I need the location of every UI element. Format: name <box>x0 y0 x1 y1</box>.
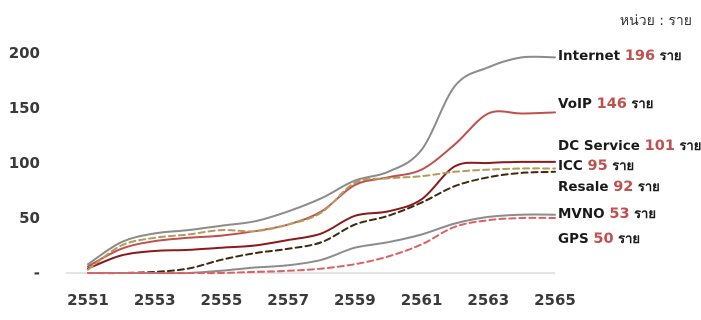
x-tick-label: 2561 <box>401 291 443 309</box>
x-tick-label: 2565 <box>534 291 576 309</box>
series-label-unit: ราย <box>614 232 640 247</box>
series-label-internet: Internet 196 ราย <box>558 48 682 64</box>
x-tick-label: 2563 <box>467 291 509 309</box>
series-label-mvno: MVNO 53 ราย <box>558 206 656 222</box>
series-line-internet <box>87 55 556 266</box>
series-label-value: 92 <box>613 179 633 195</box>
x-tick-label: 2553 <box>134 291 176 309</box>
series-label-resale: Resale 92 ราย <box>558 179 660 195</box>
series-line-icc <box>87 167 556 271</box>
series-group <box>87 55 556 275</box>
series-label-name: Resale <box>558 179 613 195</box>
x-axis: 2551 2553 2555 2557 2559 2561 2563 2565 <box>67 291 576 309</box>
series-label-value: 50 <box>593 231 613 247</box>
series-label-name: Internet <box>558 48 625 64</box>
series-label-value: 53 <box>609 206 629 222</box>
y-tick-label: - <box>34 264 40 282</box>
series-label-value: 196 <box>625 48 655 64</box>
y-tick-label: 200 <box>9 44 40 62</box>
series-label-unit: ราย <box>675 139 701 154</box>
series-line-resale <box>87 170 556 275</box>
series-label-voip: VoIP 146 ราย <box>558 96 653 112</box>
series-label-unit: ราย <box>655 49 681 64</box>
y-tick-label: 50 <box>19 209 40 227</box>
series-label-unit: ราย <box>627 97 653 112</box>
series-label-value: 101 <box>645 138 675 154</box>
series-label-value: 146 <box>597 96 627 112</box>
y-tick-label: 150 <box>9 99 40 117</box>
x-tick-label: 2555 <box>201 291 243 309</box>
series-label-name: ICC <box>558 158 588 174</box>
y-axis: - 50 100 150 200 <box>9 44 40 282</box>
y-tick-label: 100 <box>9 154 40 172</box>
series-label-name: GPS <box>558 231 593 247</box>
series-label-value: 95 <box>588 158 608 174</box>
series-line-gps <box>87 216 556 275</box>
unit-label: หน่วย : ราย <box>620 13 692 29</box>
series-label-dc-service: DC Service 101 ราย <box>558 138 701 154</box>
series-label-unit: ราย <box>608 159 634 174</box>
series-label-unit: ราย <box>630 207 656 222</box>
series-line-dc-service <box>87 160 556 270</box>
series-label-name: MVNO <box>558 206 609 222</box>
x-tick-label: 2551 <box>67 291 109 309</box>
series-line-voip <box>87 110 556 268</box>
series-label-name: DC Service <box>558 138 645 154</box>
series-label-gps: GPS 50 ราย <box>558 231 640 247</box>
x-tick-label: 2559 <box>334 291 376 309</box>
series-label-icc: ICC 95 ราย <box>558 158 634 174</box>
series-line-mvno <box>87 213 556 275</box>
series-label-name: VoIP <box>558 96 597 112</box>
series-label-unit: ราย <box>633 180 659 195</box>
x-tick-label: 2557 <box>267 291 309 309</box>
